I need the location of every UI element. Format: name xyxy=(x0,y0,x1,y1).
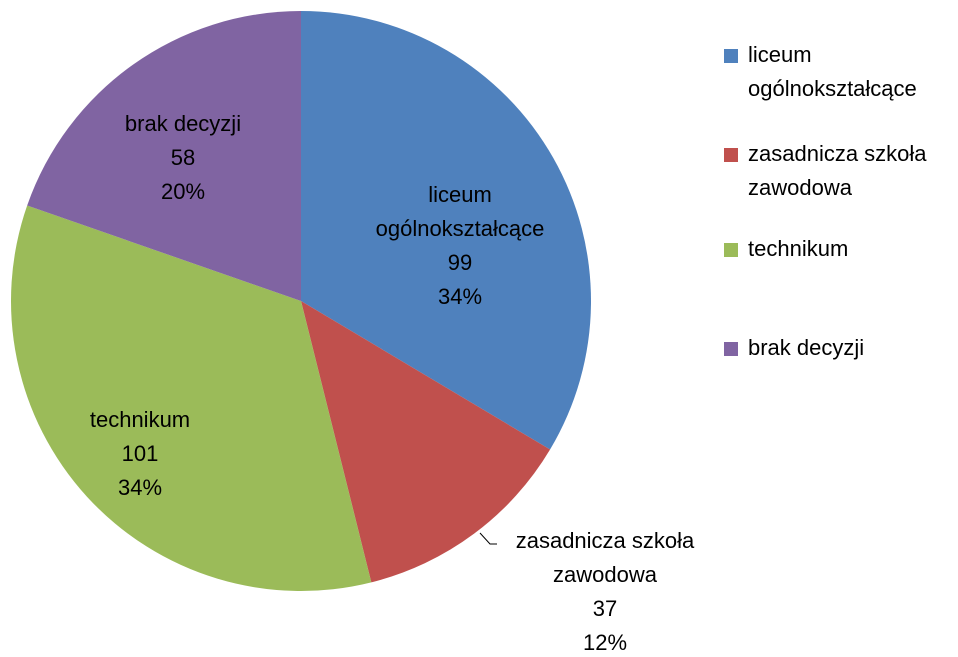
slice-category: technikum xyxy=(89,407,191,432)
pie-slice xyxy=(27,10,301,301)
slice-percent: 34% xyxy=(117,475,163,500)
slice-percent: 20% xyxy=(160,179,206,204)
slice-category: zasadnicza szkoła zawodowa xyxy=(515,528,695,587)
pie-slice xyxy=(11,205,372,591)
slice-label: zasadnicza szkoła zawodowa 37 12% xyxy=(485,524,725,657)
slice-label: liceum ogólnokształcące 99 34% xyxy=(355,178,565,314)
pie-slice xyxy=(301,301,551,583)
legend-swatch xyxy=(724,243,738,257)
legend-label: zasadnicza szkoła zawodowa xyxy=(748,141,927,200)
slice-value: 58 xyxy=(170,145,196,170)
slice-label: brak decyzji 58 20% xyxy=(83,107,283,209)
slice-category: liceum ogólnokształcące xyxy=(375,182,545,241)
legend-swatch xyxy=(724,342,738,356)
slice-category: brak decyzji xyxy=(124,111,242,136)
slice-value: 99 xyxy=(447,250,473,275)
legend-label: liceum ogólnokształcące xyxy=(748,42,917,101)
slice-percent: 12% xyxy=(582,630,628,655)
legend-swatch xyxy=(724,148,738,162)
legend-label: brak decyzji xyxy=(748,335,865,360)
slice-value: 37 xyxy=(592,596,618,621)
legend-label: technikum xyxy=(748,236,849,261)
slice-percent: 34% xyxy=(437,284,483,309)
slice-label: technikum 101 34% xyxy=(40,403,240,505)
leader-line xyxy=(479,532,497,545)
pie-slice xyxy=(301,11,592,450)
slice-value: 101 xyxy=(121,441,159,466)
legend-swatch xyxy=(724,49,738,63)
